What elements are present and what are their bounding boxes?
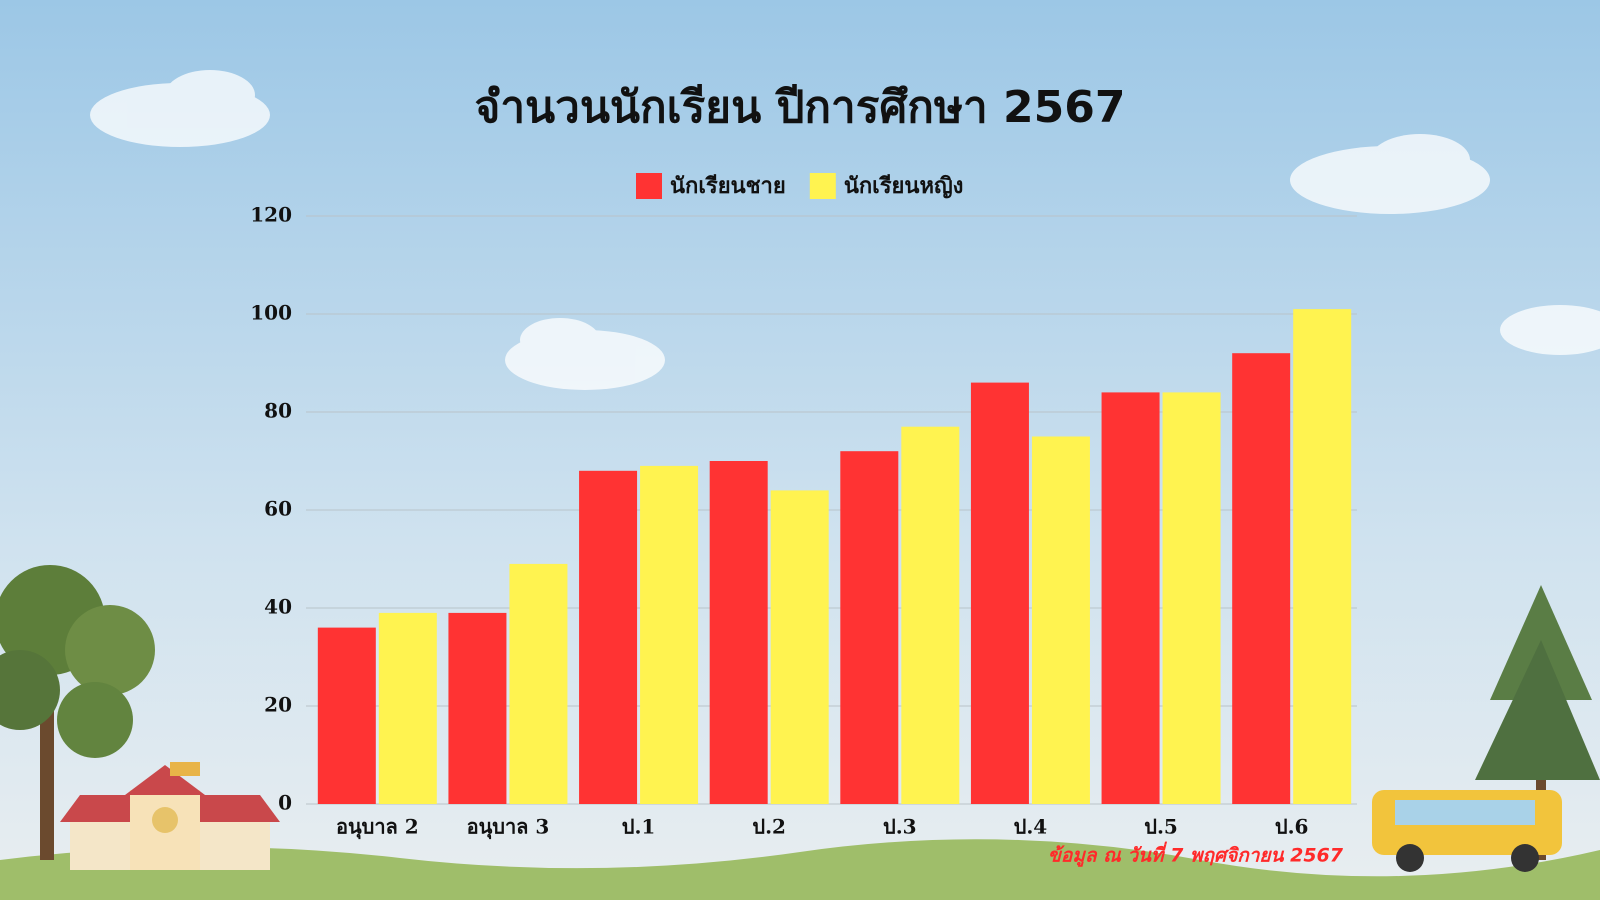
bar — [579, 470, 638, 804]
bar — [378, 612, 437, 804]
x-tick-label: อนุบาล 3 — [467, 815, 550, 840]
clouds — [90, 70, 1600, 390]
school-bus — [1372, 790, 1562, 872]
x-tick-label: ป.2 — [752, 815, 786, 839]
bar — [317, 627, 376, 804]
legend-swatch — [809, 173, 836, 199]
bar — [1293, 309, 1352, 804]
bar — [1232, 353, 1291, 804]
legend-label: นักเรียนหญิง — [844, 174, 964, 199]
x-tick-label: ป.3 — [883, 815, 917, 839]
bar — [770, 490, 829, 804]
bar — [448, 612, 507, 804]
school — [60, 762, 280, 870]
x-tick-label: ป.4 — [1014, 815, 1048, 839]
tree-left — [0, 565, 155, 860]
bar — [509, 563, 568, 804]
bar — [1162, 392, 1221, 804]
bar — [640, 465, 699, 804]
bar — [1031, 436, 1090, 804]
x-tick-label: ป.5 — [1144, 815, 1178, 839]
bar — [970, 382, 1029, 804]
y-tick-label: 60 — [264, 497, 292, 521]
bar — [901, 426, 960, 804]
x-tick-label: ป.6 — [1275, 815, 1309, 839]
y-tick-label: 100 — [250, 301, 292, 325]
y-tick-label: 0 — [278, 791, 292, 815]
y-tick-label: 120 — [250, 203, 292, 227]
x-tick-label: อนุบาล 2 — [336, 815, 419, 840]
legend-label: นักเรียนชาย — [670, 174, 786, 199]
grass — [0, 839, 1600, 900]
y-tick-label: 20 — [264, 693, 292, 717]
annotation: ข้อมูล ณ วันที่ 7 พฤศจิกายน 2567 — [1048, 842, 1344, 868]
bar — [840, 451, 899, 804]
y-tick-label: 80 — [264, 399, 292, 423]
x-tick-label: ป.1 — [622, 815, 656, 839]
chart-title: จำนวนนักเรียน ปีการศึกษา 2567 — [475, 82, 1126, 133]
legend-swatch — [636, 173, 662, 199]
y-tick-label: 40 — [264, 595, 292, 619]
bar — [1101, 392, 1160, 804]
bar — [709, 461, 768, 804]
